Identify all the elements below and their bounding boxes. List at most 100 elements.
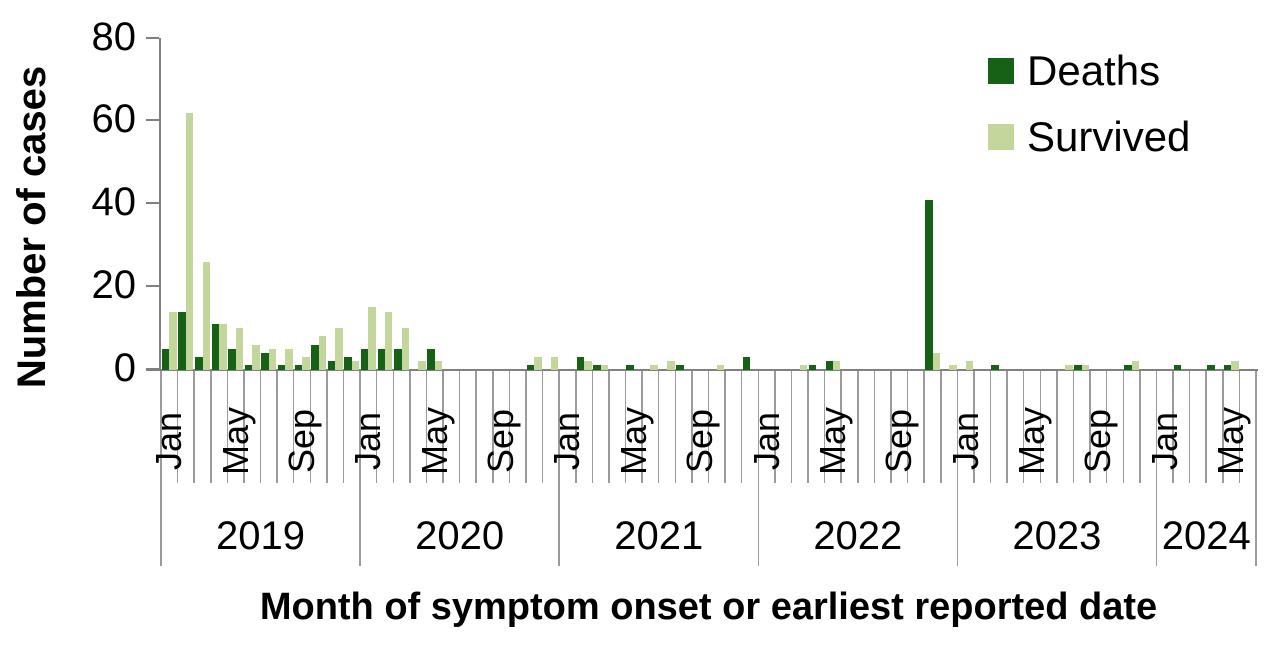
month-tick — [807, 371, 809, 483]
month-tick — [541, 371, 544, 483]
bar-deaths — [427, 348, 435, 370]
month-tick — [1122, 371, 1125, 483]
bar-deaths — [178, 311, 186, 370]
month-tick — [641, 371, 643, 483]
month-label: May — [1210, 407, 1252, 476]
y-tick — [146, 36, 159, 39]
bar-survived — [368, 307, 376, 370]
bar-deaths — [1223, 365, 1232, 370]
bar-survived — [185, 112, 194, 370]
month-tick — [176, 371, 179, 483]
month-tick — [475, 371, 477, 483]
month-tick — [1222, 371, 1224, 483]
month-tick — [840, 371, 842, 483]
month-tick — [326, 371, 328, 483]
month-tick — [724, 371, 726, 483]
month-tick — [575, 371, 577, 483]
bar-deaths — [1173, 365, 1182, 370]
bar-survived — [799, 365, 808, 370]
month-tick — [657, 371, 660, 483]
legend-label-deaths: Deaths — [1027, 47, 1161, 94]
bar-deaths — [576, 357, 585, 370]
bar-survived — [401, 328, 410, 370]
year-label: 2020 — [415, 514, 505, 558]
month-tick — [906, 371, 909, 483]
bar-survived — [385, 311, 393, 370]
year-label: 2023 — [1012, 514, 1102, 558]
month-label: Jan — [148, 411, 190, 471]
y-tick — [146, 368, 159, 370]
bar-deaths — [825, 361, 833, 370]
bar-deaths — [161, 348, 170, 370]
bar-survived — [584, 361, 592, 370]
month-tick — [309, 371, 312, 483]
month-tick — [342, 371, 345, 483]
bar-deaths — [377, 348, 386, 370]
month-tick — [425, 371, 428, 483]
y-tick — [146, 285, 159, 288]
bar-survived — [302, 357, 310, 370]
x-axis-title: Month of symptom onset or earliest repor… — [259, 586, 1158, 628]
y-tick-label: 80 — [91, 14, 137, 59]
bar-deaths — [311, 344, 319, 370]
y-tick — [146, 202, 159, 205]
month-tick — [492, 371, 494, 483]
month-tick — [525, 371, 527, 483]
bar-deaths — [360, 348, 369, 370]
year-separator — [1155, 371, 1158, 566]
month-tick — [458, 371, 461, 483]
month-label: Jan — [347, 411, 389, 471]
bar-deaths — [593, 365, 601, 370]
y-axis-line — [159, 38, 161, 371]
month-tick — [1039, 371, 1042, 483]
bar-deaths — [394, 348, 402, 370]
month-tick — [259, 371, 262, 483]
bar-survived — [318, 336, 327, 370]
bar-survived — [285, 348, 293, 370]
bar-deaths — [261, 352, 269, 370]
month-tick — [624, 371, 627, 483]
month-label: May — [1011, 407, 1053, 476]
month-label: May — [214, 407, 256, 476]
month-label: May — [612, 407, 654, 476]
y-tick-label: 40 — [91, 180, 137, 225]
month-tick — [923, 371, 925, 483]
month-label: Sep — [878, 408, 920, 474]
y-tick — [146, 119, 159, 122]
year-label: 2021 — [614, 514, 704, 558]
month-tick — [1188, 371, 1191, 483]
bar-deaths — [244, 365, 253, 370]
bar-deaths — [742, 357, 751, 370]
month-tick — [243, 371, 245, 483]
month-label: May — [413, 407, 455, 476]
month-tick — [276, 371, 278, 483]
month-tick — [857, 371, 859, 483]
bar-survived — [1081, 365, 1090, 370]
bar-survived — [550, 357, 559, 370]
bar-survived — [219, 323, 227, 370]
year-separator — [359, 371, 361, 566]
month-tick — [1205, 371, 1207, 483]
legend-item-survived: Survived — [988, 116, 1190, 158]
bar-survived — [1131, 361, 1140, 370]
bar-survived — [418, 361, 426, 370]
x-axis-line — [146, 368, 1258, 371]
month-tick — [1139, 371, 1141, 483]
bar-deaths — [676, 365, 684, 370]
month-tick — [1022, 371, 1025, 483]
legend: Deaths Survived — [988, 50, 1190, 158]
bar-survived — [965, 361, 974, 370]
bar-survived — [716, 365, 725, 370]
month-label: Jan — [1143, 411, 1185, 471]
legend-label-survived: Survived — [1027, 113, 1191, 160]
deaths-swatch-icon — [988, 58, 1014, 84]
month-tick — [1172, 371, 1174, 483]
month-tick — [873, 371, 876, 483]
bar-survived — [235, 328, 244, 370]
month-tick — [409, 371, 411, 483]
month-label: Sep — [480, 408, 522, 474]
bar-survived — [949, 365, 957, 370]
month-label: Jan — [745, 411, 787, 471]
bar-deaths — [808, 365, 817, 370]
